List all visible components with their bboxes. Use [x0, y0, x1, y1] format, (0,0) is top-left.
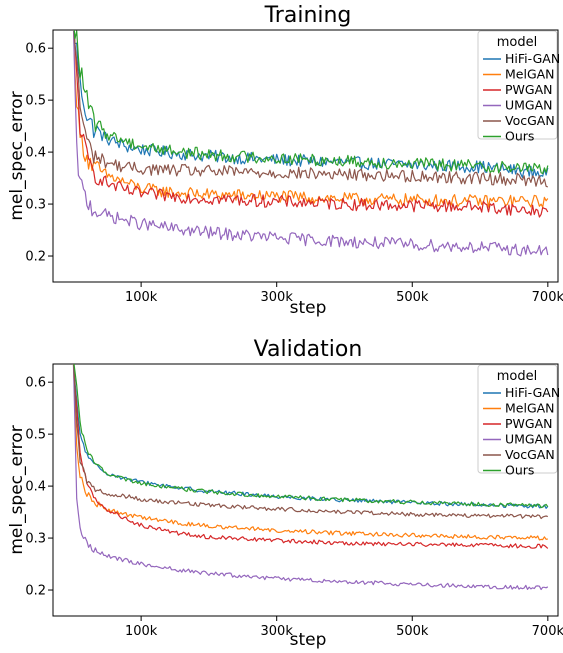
legend-title: model	[497, 35, 537, 50]
y-axis-label: mel_spec_error	[7, 425, 27, 554]
legend-title: model	[497, 369, 537, 384]
y-tick-label: 0.4	[25, 480, 46, 495]
y-axis: 0.2 0.3 0.4 0.5 0.6	[25, 376, 53, 599]
legend-label: PWGAN	[505, 82, 553, 97]
y-axis-label: mel_spec_error	[7, 91, 27, 220]
legend-label: HiFi-GAN	[505, 51, 560, 66]
x-tick-label: 300k	[261, 624, 294, 639]
series-line-melgan	[72, 364, 548, 541]
legend-label: PWGAN	[505, 416, 553, 431]
chart-title: Training	[264, 3, 352, 28]
x-axis-label: step	[290, 630, 327, 650]
legend-label: Ours	[505, 129, 534, 144]
y-tick-label: 0.5	[25, 428, 46, 443]
training-chart: Training 100k 300k 500k 700k 0.20.30.40.50.…	[7, 3, 563, 318]
series-line-pwgan	[72, 364, 549, 549]
y-tick-label: 0.4	[25, 146, 46, 161]
x-tick-label: 100k	[125, 624, 158, 639]
legend-label: UMGAN	[505, 98, 553, 113]
legend-label: VocGAN	[505, 113, 555, 128]
series-line-melgan	[72, 30, 549, 208]
y-tick-label: 0.3	[25, 532, 46, 547]
x-tick-label: 500k	[396, 624, 429, 639]
x-tick-label: 700k	[532, 624, 563, 639]
series-line-umgan	[72, 364, 549, 591]
legend-label: UMGAN	[505, 432, 553, 447]
legend-label: HiFi-GAN	[505, 385, 560, 400]
plot-area	[52, 29, 559, 283]
x-axis-label: step	[290, 298, 327, 318]
y-tick-label: 0.2	[25, 584, 46, 599]
legend-box	[477, 30, 558, 140]
legend-label: MelGAN	[505, 67, 555, 82]
x-tick-label: 100k	[125, 290, 158, 305]
series-line-ours	[73, 30, 549, 175]
series-line-vocgan	[73, 30, 548, 188]
y-tick-label: 0.3	[25, 198, 46, 213]
legend-label: VocGAN	[505, 447, 555, 462]
series-line-vocgan	[72, 364, 548, 520]
x-tick-label: 500k	[396, 290, 429, 305]
validation-chart: Validation 100k 300k 500k 700k 0.2 0.3 0.4 0.5…	[7, 337, 563, 650]
x-axis: 100k 300k 500k 700k	[125, 282, 563, 305]
y-axis: 0.2 0.3 0.4 0.5 0.6	[25, 42, 53, 265]
series-lines	[72, 30, 549, 257]
x-axis: 100k 300k 500k 700k	[125, 616, 563, 639]
legend-label: MelGAN	[505, 401, 555, 416]
y-tick-label: 0.5	[25, 94, 46, 109]
series-lines	[72, 364, 549, 591]
x-tick-label: 300k	[261, 290, 294, 305]
legend-box	[477, 364, 558, 474]
series-line-ours	[73, 364, 549, 509]
series-line-pwgan	[73, 30, 549, 218]
legend-label: Ours	[505, 463, 534, 478]
x-tick-label: 700k	[532, 290, 563, 305]
chart-title: Validation	[254, 337, 363, 362]
y-tick-label: 0.6	[25, 42, 46, 57]
plot-area	[52, 363, 559, 617]
y-tick-label: 0.2	[25, 250, 46, 265]
y-tick-label: 0.6	[25, 376, 46, 391]
series-line-umgan	[72, 30, 549, 257]
